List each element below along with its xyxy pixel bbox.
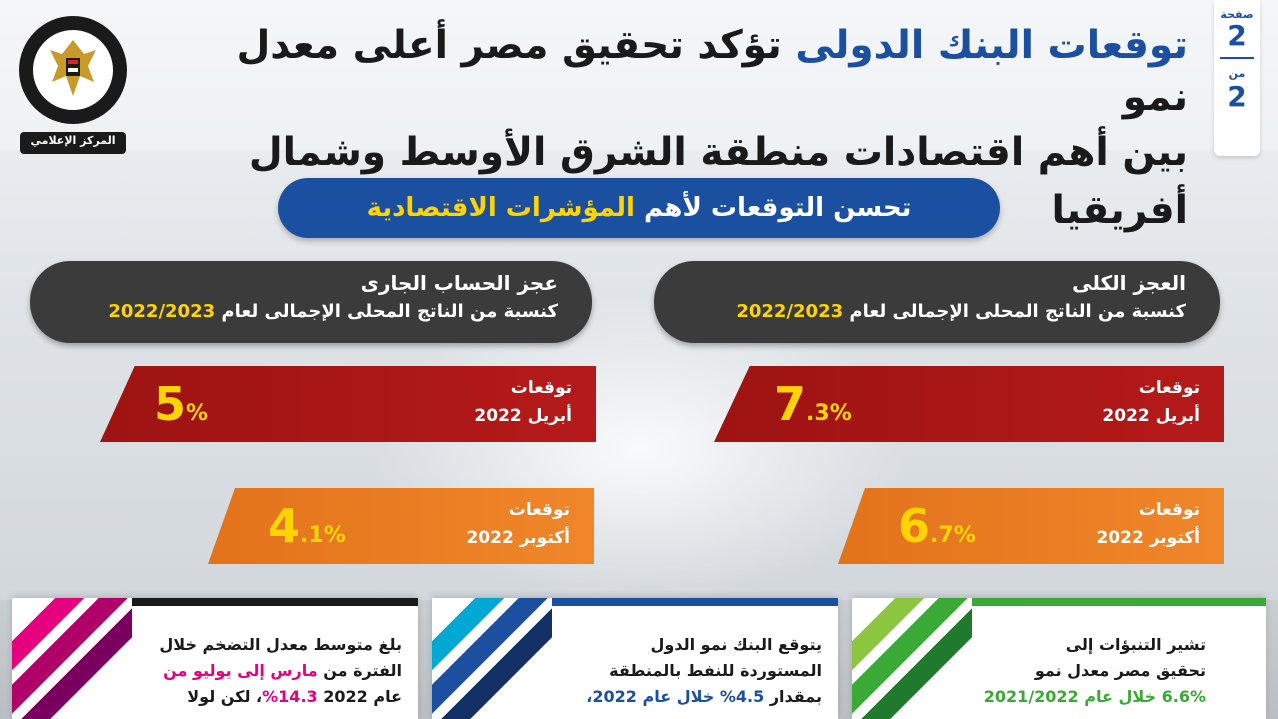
indicator-subtitle-text: كنسبة من الناتج المحلى الإجمالى لعام [221,301,558,322]
forecast-label: توقعات أبريل 2022 [474,374,572,430]
page-indicator: صفحة 2 من 2 [1214,0,1260,156]
title-highlight: توقعات البنك الدولى [795,23,1188,68]
oil-card-text: يتوقع البنك نمو الدول المستوردة للنفط با… [586,632,822,710]
card-accent-bar [852,598,1266,606]
card-line: تشير التنبؤات إلى [1065,635,1206,654]
page-divider [1220,57,1254,59]
card-accent-bar [432,598,838,606]
section-heading-text: تحسن التوقعات لأهم [644,193,912,223]
oil-importers-card: يتوقع البنك نمو الدول المستوردة للنفط با… [432,598,838,719]
current-account-october-banner: توقعات أكتوبر 2022 4.1% [208,488,594,564]
forecast-label: توقعات أكتوبر 2022 [1096,496,1200,552]
value-decimal: .7 [930,523,954,548]
inflation-card-text: بلغ متوسط معدل التضخم خلال الفترة من مار… [159,632,402,710]
forecast-value: 4.1% [268,496,346,564]
eagle-emblem-icon [19,16,127,154]
card-line: عام 2022 14.3%، لكن لولا [159,684,402,710]
decorative-stripes-icon [432,598,552,719]
of-label: من [1228,67,1246,80]
section-heading: تحسن التوقعات لأهم المؤشرات الاقتصادية [278,178,1000,238]
title-line-1-rest: تؤكد تحقيق مصر أعلى معدل نمو [236,23,1188,120]
logo-bottom-text: المركز الإعلامي [30,134,116,147]
forecast-label: توقعات أبريل 2022 [1102,374,1200,430]
total-deficit-october-banner: توقعات أكتوبر 2022 6.7% [838,488,1224,564]
value-percent: % [829,401,852,426]
value-number: 4 [268,499,301,553]
card-line: المستوردة للنفط بالمنطقة [609,661,822,680]
forecast-date: أبريل 2022 [1102,406,1200,426]
card-line: يتوقع البنك نمو الدول [650,635,822,654]
value-decimal: .3 [806,401,830,426]
inflation-card: بلغ متوسط معدل التضخم خلال الفترة من مار… [12,598,418,719]
forecast-text: توقعات [1138,378,1200,398]
card-highlight: 4.5% [719,687,765,706]
value-decimal: .1 [300,523,324,548]
current-account-april-banner: توقعات أبريل 2022 5% [100,366,596,442]
card-text: الفترة من [323,661,402,680]
value-percent: % [323,523,346,548]
card-highlight: 6.6% خلال عام 2021/2022 [983,687,1206,706]
page-label: صفحة [1220,8,1254,21]
card-accent-bar [12,598,418,606]
card-text: بمقدار [769,687,822,706]
card-highlight: مارس إلى يوليو من [163,661,318,680]
growth-card-text: تشير التنبؤات إلى تحقيق مصر معدل نمو 6.6… [984,632,1206,710]
card-line: تحقيق مصر معدل نمو [1034,661,1206,680]
forecast-text: توقعات [508,500,570,520]
indicator-subtitle-text: كنسبة من الناتج المحلى الإجمالى لعام [849,301,1186,322]
indicator-subtitle: كنسبة من الناتج المحلى الإجمالى لعام 202… [30,297,558,327]
forecast-date: أكتوبر 2022 [466,528,570,548]
card-text: ، لكن لولا [187,687,263,706]
indicator-name: عجز الحساب الجارى [360,271,558,295]
forecast-text: توقعات [1138,500,1200,520]
card-line: بلغ متوسط معدل التضخم خلال [159,635,402,654]
value-number: 6 [898,499,931,553]
indicator-subtitle: كنسبة من الناتج المحلى الإجمالى لعام 202… [654,297,1186,327]
current-account-deficit-header: عجز الحساب الجارى كنسبة من الناتج المحلى… [30,261,592,343]
value-percent: % [953,523,976,548]
card-highlight: 14.3% [262,687,318,706]
value-percent: % [186,401,209,426]
decorative-stripes-icon [852,598,972,719]
forecast-label: توقعات أكتوبر 2022 [466,496,570,552]
total-deficit-april-banner: توقعات أبريل 2022 7.3% [714,366,1224,442]
decorative-stripes-icon [12,598,132,719]
total-page-number: 2 [1227,80,1247,113]
value-number: 5 [154,377,187,431]
title-line-2: بين أهم اقتصادات منطقة الشرق الأوسط وشما… [248,130,1188,233]
current-page-number: 2 [1227,19,1247,52]
card-line: الفترة من مارس إلى يوليو من [159,658,402,684]
indicator-year: 2022/2023 [736,301,844,322]
forecast-value: 6.7% [898,496,976,564]
growth-forecast-card: تشير التنبؤات إلى تحقيق مصر معدل نمو 6.6… [852,598,1266,719]
total-deficit-header: العجز الكلى كنسبة من الناتج المحلى الإجم… [654,261,1220,343]
page-title: توقعات البنك الدولى تؤكد تحقيق مصر أعلى … [178,20,1188,240]
value-number: 7 [774,377,807,431]
card-highlight: خلال عام 2022، [586,687,715,706]
forecast-text: توقعات [510,378,572,398]
forecast-date: أبريل 2022 [474,406,572,426]
indicator-year: 2022/2023 [108,301,216,322]
title-line-1: توقعات البنك الدولى تؤكد تحقيق مصر أعلى … [178,20,1188,124]
section-heading-highlight: المؤشرات الاقتصادية [366,193,635,223]
cabinet-logo: المركز الإعلامي [14,10,132,156]
indicator-name: العجز الكلى [1072,271,1186,295]
forecast-value: 5% [154,374,209,442]
card-line: بمقدار 4.5% خلال عام 2022، [586,684,822,710]
card-text: عام 2022 [323,687,402,706]
forecast-date: أكتوبر 2022 [1096,528,1200,548]
forecast-value: 7.3% [774,374,852,442]
